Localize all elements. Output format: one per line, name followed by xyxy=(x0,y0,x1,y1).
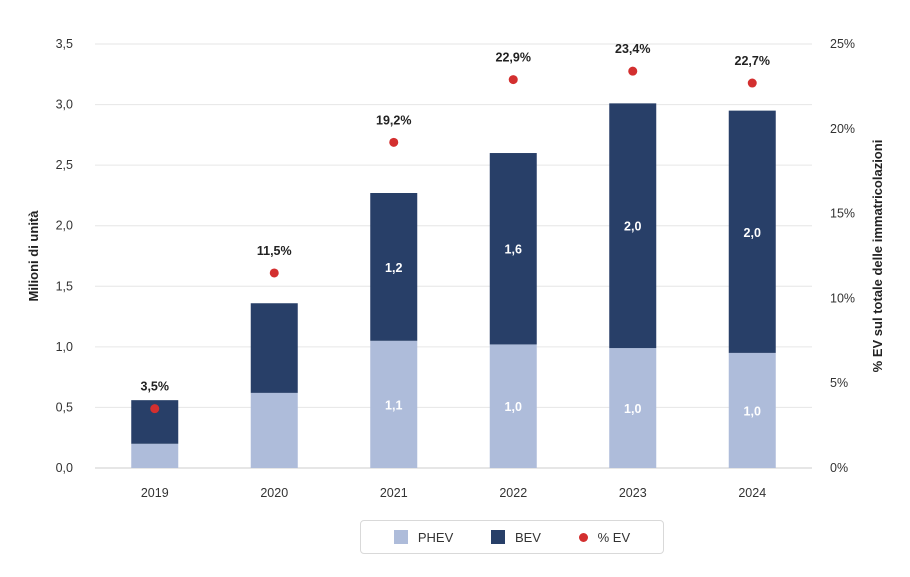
bar-phev xyxy=(489,344,537,468)
legend-item-bev: BEV xyxy=(490,529,541,545)
x-tick-label: 2022 xyxy=(499,486,527,500)
y-tick-label: 0,5 xyxy=(56,400,73,414)
ev-pct-point xyxy=(628,66,638,76)
bar-bev xyxy=(728,110,776,353)
y2-tick-label: 5% xyxy=(830,376,848,390)
x-tick-label: 2021 xyxy=(380,486,408,500)
bar-bev-label: 1,6 xyxy=(505,243,522,257)
legend-label-ev-pct: % EV xyxy=(597,529,631,545)
bar-phev xyxy=(370,340,418,468)
y-tick-label: 1,0 xyxy=(56,340,73,354)
chart-legend: PHEV BEV % EV xyxy=(360,520,664,554)
ev-pct-label: 19,2% xyxy=(376,113,411,127)
bar-bev xyxy=(489,153,537,345)
bar-phev xyxy=(728,352,776,468)
legend-item-ev-pct: % EV xyxy=(578,529,631,545)
x-tick-label: 2023 xyxy=(619,486,647,500)
ev-pct-label: 22,9% xyxy=(496,51,531,65)
bar-bev xyxy=(250,303,298,393)
ev-pct-label: 22,7% xyxy=(735,54,770,68)
ev-pct-point xyxy=(747,78,757,88)
ev-pct-label: 23,4% xyxy=(615,42,650,56)
bar-bev-label: 2,0 xyxy=(744,226,761,240)
y-tick-label: 2,0 xyxy=(56,219,73,233)
legend-item-phev: PHEV xyxy=(393,529,454,545)
ev-pct-label: 3,5% xyxy=(141,380,170,394)
bar-phev xyxy=(131,443,179,468)
bar-phev-label: 1,1 xyxy=(385,398,402,412)
ev-pct-label: 11,5% xyxy=(257,244,292,258)
legend-swatch-phev xyxy=(393,530,408,544)
ev-pct-point xyxy=(508,75,518,85)
bar-phev xyxy=(250,392,298,468)
bar-bev xyxy=(609,103,657,349)
x-tick-label: 2024 xyxy=(738,486,766,500)
y-tick-label: 1,5 xyxy=(56,279,73,293)
bar-phev-label: 1,0 xyxy=(624,402,641,416)
bar-phev-label: 1,0 xyxy=(505,400,522,414)
y2-tick-label: 0% xyxy=(830,461,848,475)
ev-pct-point xyxy=(150,404,160,414)
y-tick-label: 2,5 xyxy=(56,158,73,172)
x-tick-label: 2020 xyxy=(260,486,288,500)
y2-tick-label: 10% xyxy=(830,291,855,305)
y-tick-label: 0,0 xyxy=(56,461,73,475)
bar-phev xyxy=(609,348,657,468)
bar-bev-label: 1,2 xyxy=(385,261,402,275)
ev-pct-point xyxy=(389,137,399,147)
legend-swatch-ev-pct xyxy=(578,532,588,542)
legend-swatch-bev xyxy=(490,530,505,544)
legend-label-phev: PHEV xyxy=(417,529,454,545)
y2-tick-label: 20% xyxy=(830,122,855,136)
ev-pct-point xyxy=(269,268,279,278)
bar-bev-label: 2,0 xyxy=(624,220,641,234)
y-tick-label: 3,0 xyxy=(56,98,73,112)
y-tick-label: 3,5 xyxy=(56,37,73,51)
y2-tick-label: 15% xyxy=(830,207,855,221)
x-tick-label: 2019 xyxy=(141,486,169,500)
bar-phev-label: 1,0 xyxy=(744,404,761,418)
y2-axis-title: % EV sul totale delle immatricolazioni xyxy=(870,140,885,373)
bar-bev xyxy=(370,193,418,341)
legend-label-bev: BEV xyxy=(514,529,541,545)
y2-tick-label: 25% xyxy=(830,37,855,51)
y-axis-title: Milioni di unità xyxy=(26,210,41,302)
